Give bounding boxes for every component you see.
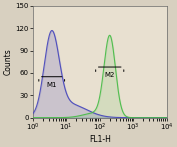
Text: M1: M1 [46,82,57,88]
Y-axis label: Counts: Counts [4,49,12,75]
Text: M2: M2 [105,72,115,78]
X-axis label: FL1-H: FL1-H [89,135,111,143]
